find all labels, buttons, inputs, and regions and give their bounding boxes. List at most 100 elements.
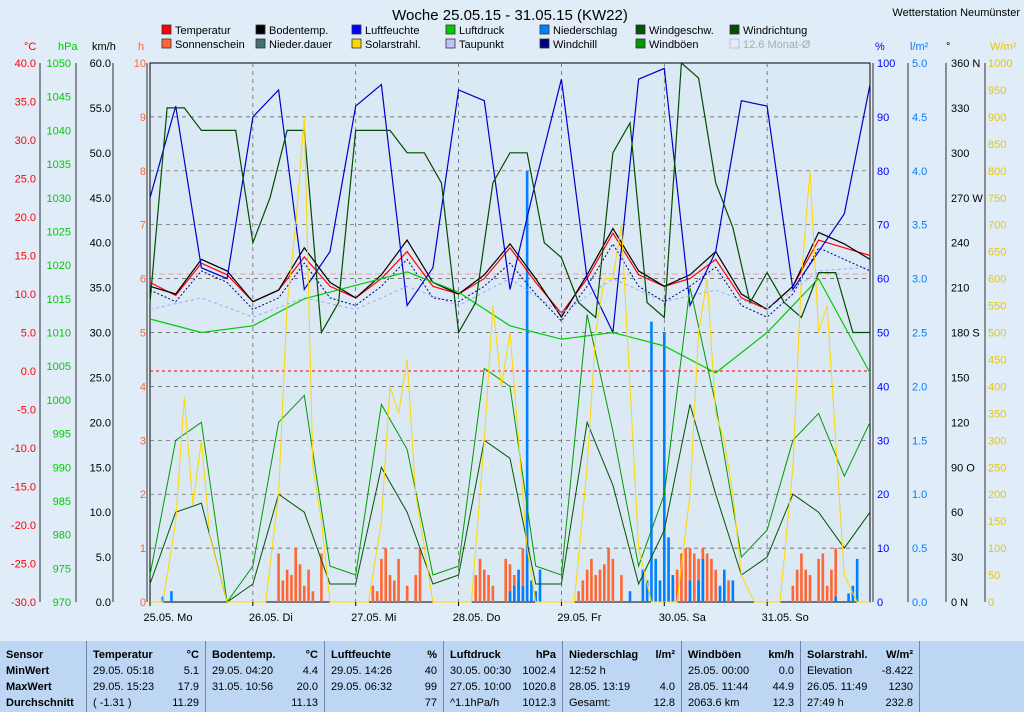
sonnenschein-bar <box>397 558 400 602</box>
sonnenschein-bar <box>692 553 696 602</box>
x-tick-label: 28.05. Do <box>453 612 501 624</box>
y-tick-label: 45.0 <box>90 193 111 205</box>
row-label-max: MaxWert <box>6 681 52 693</box>
y-tick-label: 300 <box>988 435 1006 447</box>
stats-cell-value: 12.8 <box>653 697 675 709</box>
y-tick-label: 30 <box>951 552 963 564</box>
solarstrahl-line <box>150 116 870 603</box>
x-tick-label: 31.05. So <box>762 612 809 624</box>
y-tick-label: 0 N <box>951 597 968 609</box>
weather-chart: °C40.035.030.025.020.015.010.05.00.0-5.0… <box>10 7 1021 624</box>
y-tick-label: 6 <box>140 274 146 286</box>
stats-cell-value: 0.0 <box>778 665 794 677</box>
luftfeuchte-line <box>149 67 871 335</box>
axis-unit-c: °C <box>24 41 36 53</box>
stats-cell-value: W/m² <box>886 649 913 661</box>
niederschlag-bar <box>521 585 525 602</box>
y-tick-label: 975 <box>53 563 71 575</box>
y-tick-label: 50.0 <box>90 148 111 160</box>
y-tick-label: 1020 <box>47 260 71 272</box>
y-tick-label: 900 <box>988 112 1006 124</box>
axis-unit-: ° <box>946 41 950 53</box>
y-tick-label: 4.0 <box>912 166 927 178</box>
y-tick-label: 15.0 <box>15 251 36 263</box>
legend-swatch <box>729 38 740 49</box>
niederschlag-bar <box>538 569 542 602</box>
windgeschw-line <box>149 404 871 603</box>
stats-cell-label: Bodentemp. <box>212 649 276 661</box>
y-tick-label: 4.5 <box>912 112 927 124</box>
stats-cell-value: hPa <box>535 649 556 661</box>
y-tick-label: 25.0 <box>15 174 36 186</box>
y-tick-label: 600 <box>988 274 1006 286</box>
row-label-avg: Durchschnitt <box>6 697 74 709</box>
luftdruck-line <box>149 271 871 374</box>
stats-cell-label: 29.05. 04:20 <box>212 665 274 677</box>
sonnenschein-bar <box>710 558 713 602</box>
y-tick-label: 210 <box>951 283 969 295</box>
stats-cell-value: 20.0 <box>296 681 318 693</box>
stats-cell-label: Luftfeuchte <box>331 649 391 661</box>
x-tick-label: 30.05. Sa <box>659 612 707 624</box>
stats-cell-value: 232.8 <box>885 697 913 709</box>
niederschlag-bar <box>718 585 722 602</box>
stats-cell-label: Temperatur <box>93 649 153 661</box>
y-tick-label: 1 <box>140 543 146 555</box>
sonnenschein-bar <box>487 575 490 602</box>
y-tick-label: 90 <box>877 112 889 124</box>
y-tick-label: 10.0 <box>15 289 36 301</box>
y-tick-label: 1035 <box>47 159 71 171</box>
y-tick-label: 5.0 <box>21 328 36 340</box>
sonnenschein-bar <box>380 558 383 602</box>
y-tick-label: 100 <box>877 58 895 70</box>
niederschlag-bar <box>517 569 520 602</box>
stats-column-luftdruck: Luftdruck hPa 30.05. 00:30 1002.4 27.05. 10:… <box>444 641 563 712</box>
niederschlag-bar <box>628 591 632 602</box>
sonnenschein-bar <box>294 548 298 602</box>
y-tick-label: 650 <box>988 247 1006 259</box>
niederschlag-bar <box>530 580 533 602</box>
y-tick-label: 995 <box>53 429 71 441</box>
legend-label: Taupunkt <box>459 39 504 51</box>
sonnenschein-bar <box>795 569 799 602</box>
y-tick-label: 1025 <box>47 226 71 238</box>
y-tick-label: 1.0 <box>912 489 927 501</box>
y-tick-label: 50 <box>988 570 1000 582</box>
niederschlag-bar <box>641 569 645 602</box>
y-tick-label: 800 <box>988 166 1006 178</box>
y-tick-label: 15.0 <box>90 462 111 474</box>
y-tick-label: 20.0 <box>15 212 36 224</box>
stats-cell-value: 77 <box>424 697 437 709</box>
stats-cell-value: 99 <box>424 681 437 693</box>
niederschlag-bar <box>855 558 859 602</box>
y-tick-label: 9 <box>140 112 146 124</box>
y-tick-label: 1050 <box>47 58 71 70</box>
axis-unit-w-m: W/m² <box>990 41 1017 53</box>
x-tick-label: 29.05. Fr <box>557 612 601 624</box>
stats-cell-value: 1012.3 <box>522 697 556 709</box>
legend-label: Windgeschw. <box>649 25 714 37</box>
y-tick-label: 5.0 <box>96 552 111 564</box>
y-tick-label: 270 W <box>951 193 983 205</box>
stats-cell-label: Gesamt: <box>569 697 611 709</box>
stats-cell-value: -8.422 <box>881 665 913 677</box>
stats-cell-label: 28.05. 13:19 <box>569 681 631 693</box>
y-tick-label: 950 <box>988 85 1006 97</box>
stats-cell-value: 11.13 <box>291 697 318 709</box>
y-tick-label: 35.0 <box>90 283 111 295</box>
y-tick-label: 150 <box>988 516 1006 528</box>
stats-cell-label: ^1.1hPa/h <box>450 697 500 709</box>
y-tick-label: 100 <box>988 543 1006 555</box>
bodentemp-line <box>149 227 871 319</box>
stats-cell-label: 29.05. 14:26 <box>331 665 393 677</box>
sonnenschein-bar <box>521 548 525 602</box>
y-tick-label: 20.0 <box>90 417 111 429</box>
y-tick-label: 200 <box>988 489 1006 501</box>
stats-cell-value: 17.9 <box>177 681 199 693</box>
stats-cell-value: 44.9 <box>772 681 794 693</box>
sonnenschein-bar <box>311 591 315 602</box>
sonnenschein-bar <box>388 575 392 602</box>
y-tick-label: 20 <box>877 489 889 501</box>
stats-cell-value: 1230 <box>888 681 913 693</box>
sonnenschein-bar <box>392 580 396 602</box>
